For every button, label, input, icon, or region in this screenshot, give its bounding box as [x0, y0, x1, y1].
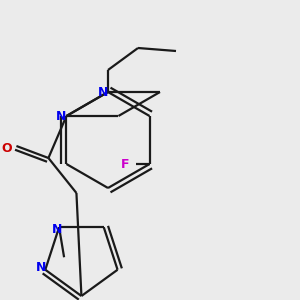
Text: N: N — [36, 261, 46, 274]
Text: F: F — [121, 158, 130, 170]
Text: N: N — [98, 85, 108, 98]
Text: N: N — [56, 110, 67, 122]
Text: O: O — [1, 142, 12, 154]
Text: N: N — [52, 223, 62, 236]
